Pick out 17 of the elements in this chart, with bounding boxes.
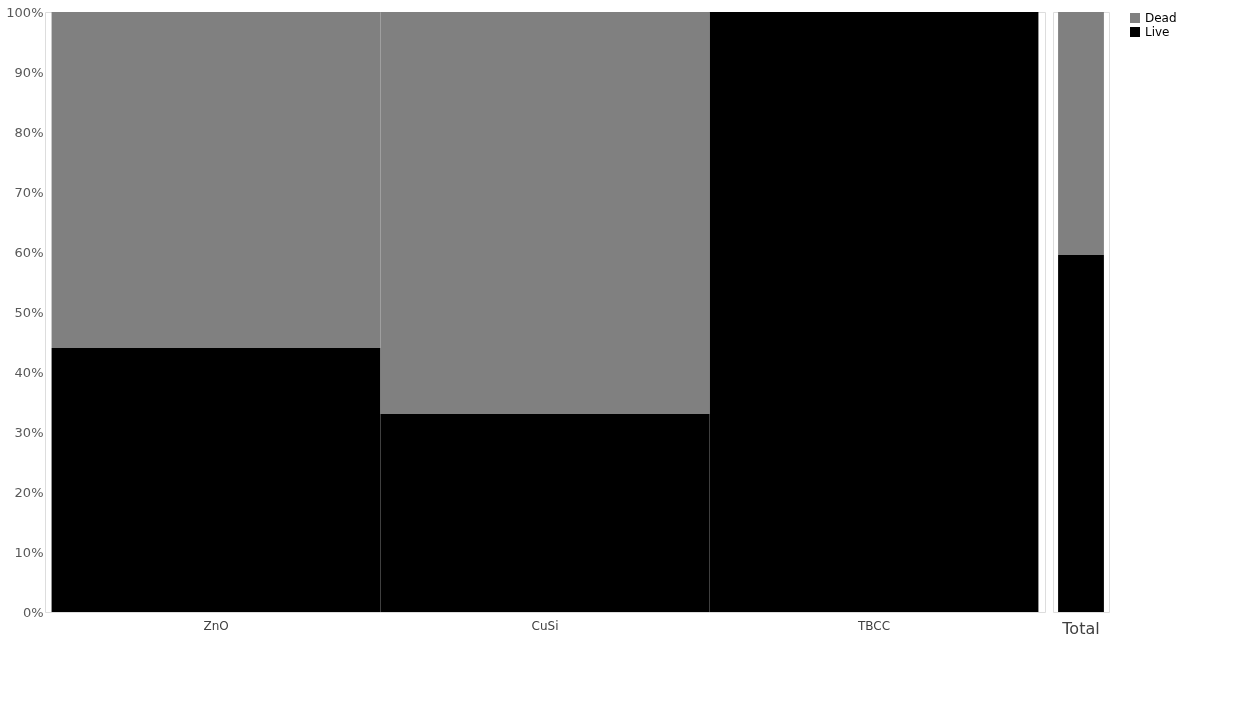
- y-tick-label: 90%: [14, 64, 44, 80]
- y-tick-label: 60%: [14, 244, 44, 260]
- legend-label: Dead: [1145, 11, 1177, 25]
- x-tick-label: CuSi: [531, 618, 559, 633]
- y-tick-label: 20%: [14, 484, 44, 500]
- y-tick-label: 40%: [14, 364, 44, 380]
- y-tick-label: 0%: [22, 604, 44, 620]
- y-tick-label: 70%: [14, 184, 44, 200]
- y-tick-label: 10%: [14, 544, 44, 560]
- legend-label: Live: [1145, 25, 1170, 39]
- y-tick-label: 50%: [14, 304, 44, 320]
- y-tick-label: 100%: [6, 4, 44, 20]
- y-tick-label: 80%: [14, 124, 44, 140]
- x-tick-label: TBCC: [856, 618, 890, 633]
- x-tick-label: ZnO: [203, 618, 229, 633]
- y-tick-label: 30%: [14, 424, 44, 440]
- x-tick-label: Total: [1061, 618, 1100, 638]
